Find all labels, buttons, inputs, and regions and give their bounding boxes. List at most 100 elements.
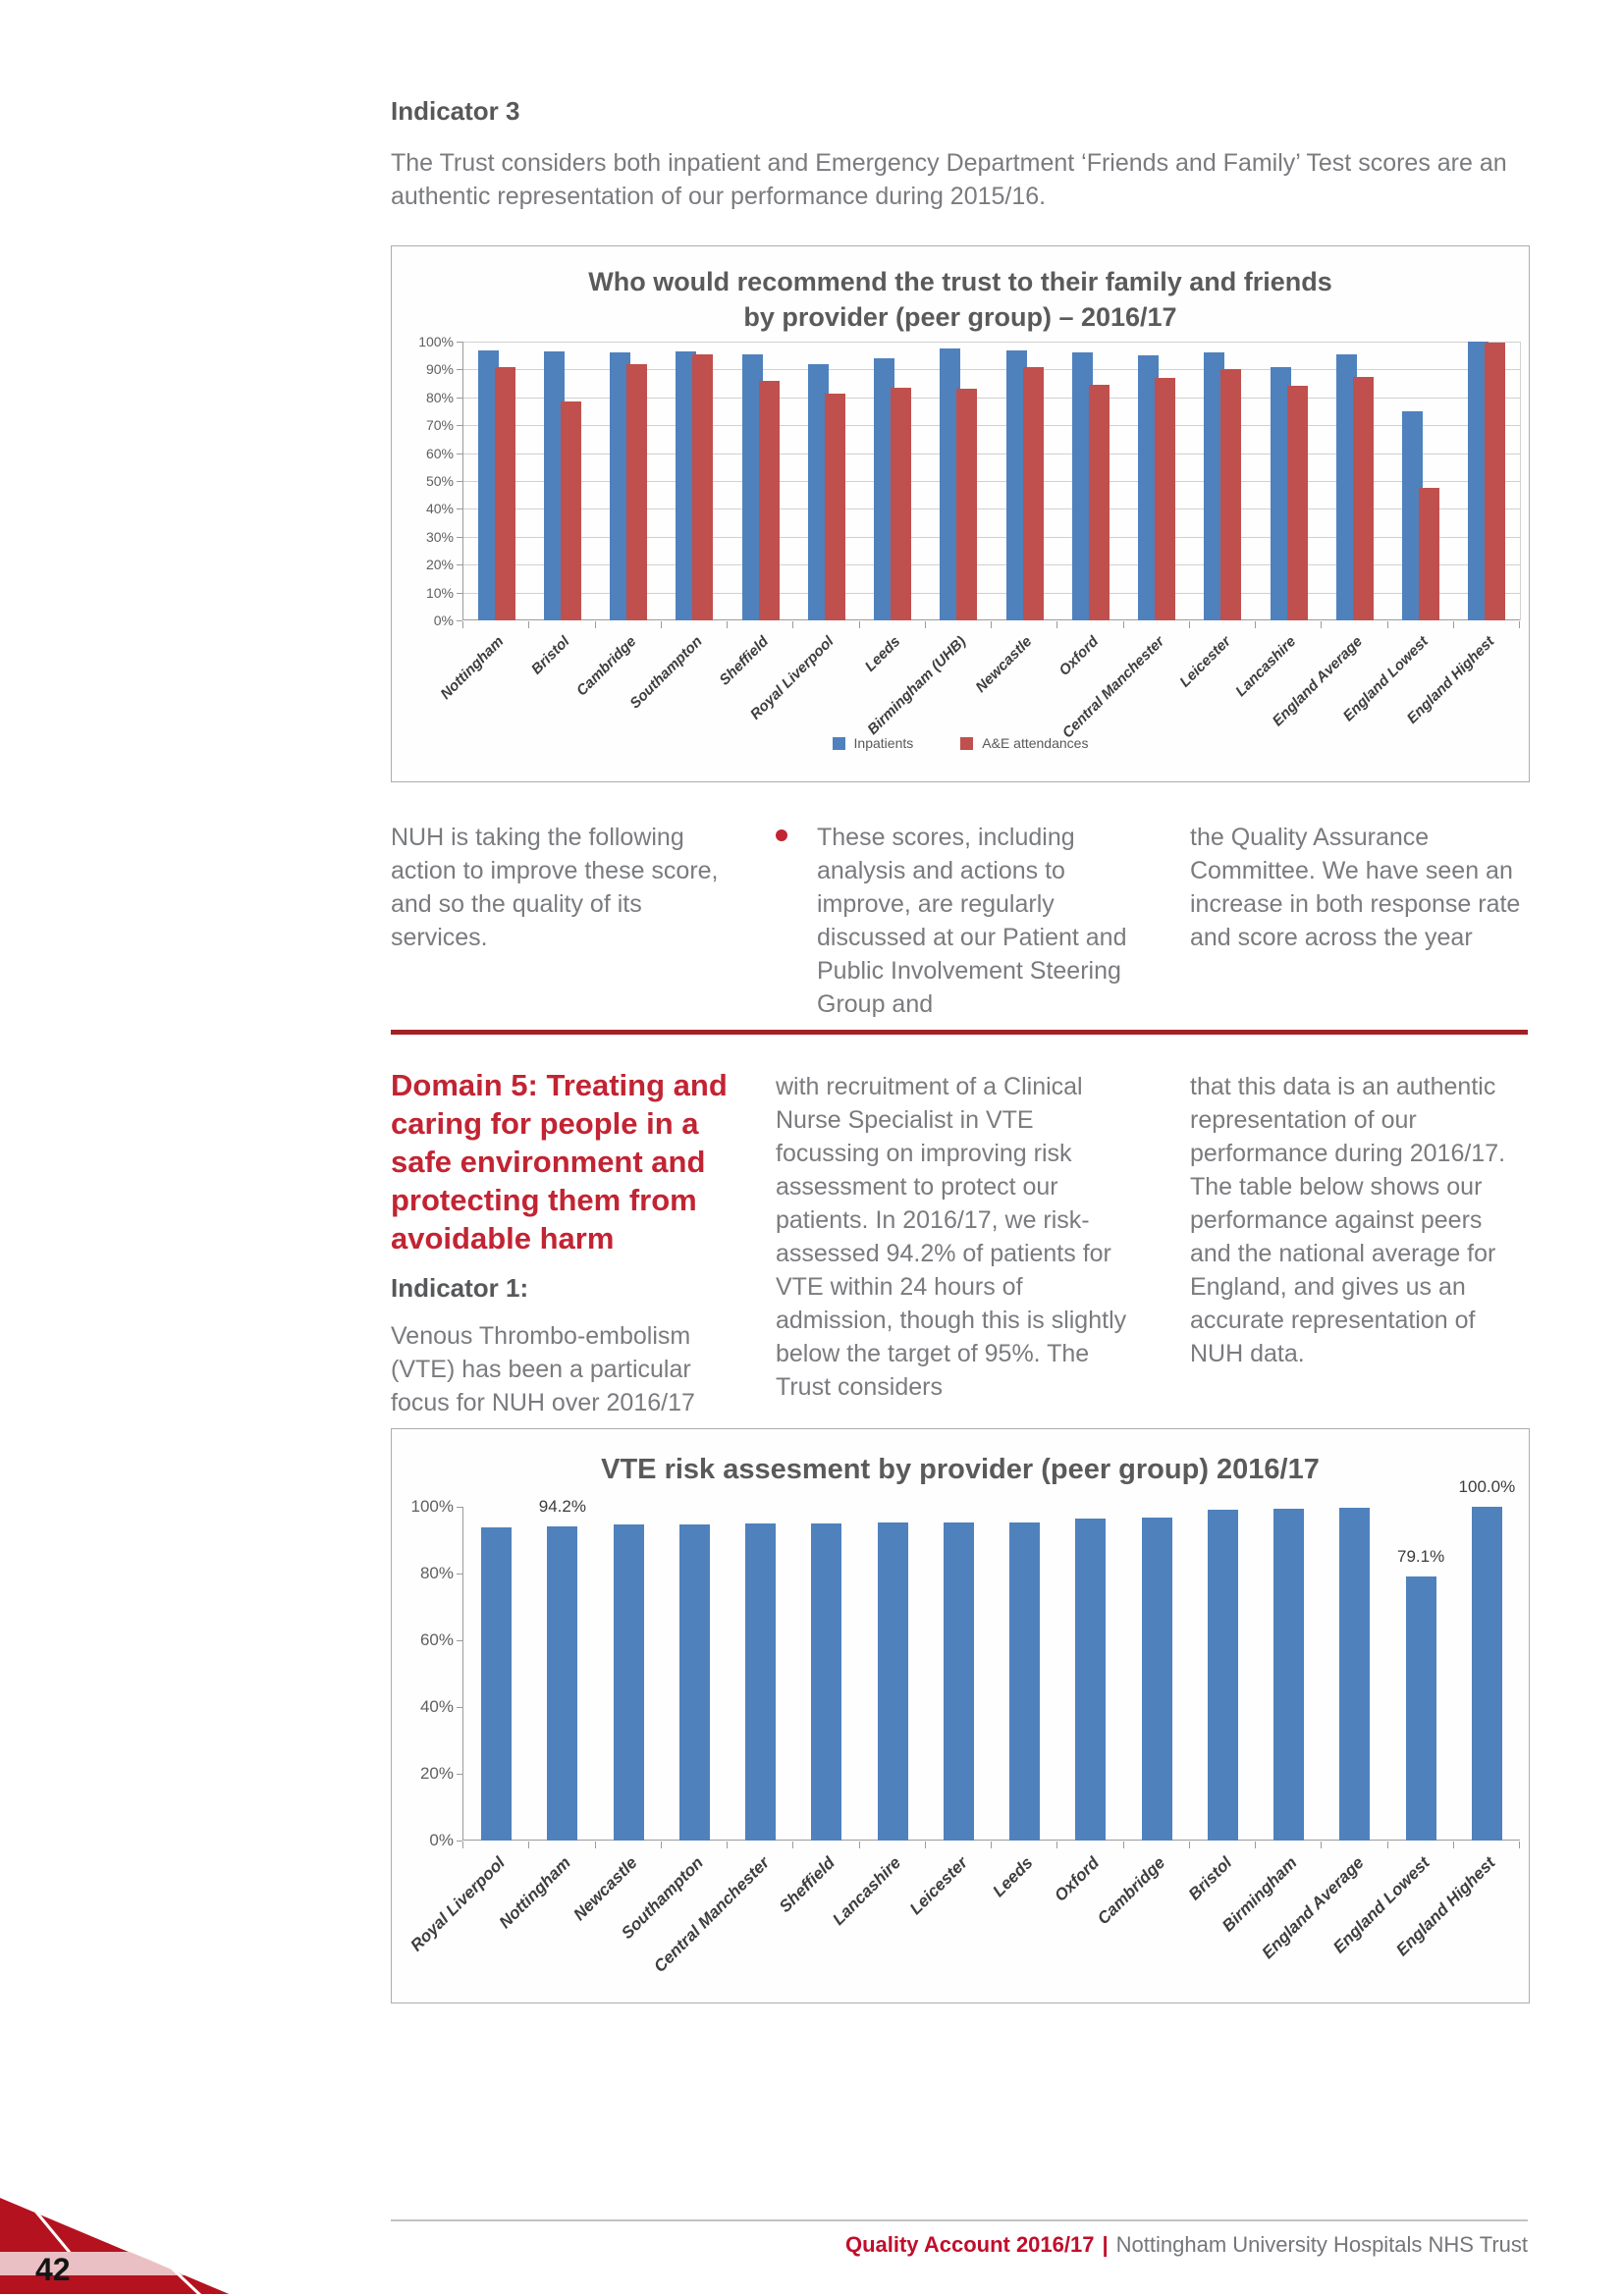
inpatients-bar <box>1335 353 1357 620</box>
inpatients-bar <box>1005 349 1027 620</box>
y-tick <box>457 1841 462 1842</box>
bar-group-3 <box>596 342 662 620</box>
y-tick <box>457 369 462 371</box>
a-e-attendances-bar <box>824 393 845 620</box>
actions-col2: These scores, including analysis and act… <box>776 821 1141 1021</box>
inpatients-bar <box>676 350 697 620</box>
corner-decoration: 42 <box>0 2198 229 2296</box>
x-tick <box>594 621 596 628</box>
inpatients-bar <box>543 350 565 620</box>
y-tick-label: 80% <box>425 389 454 405</box>
inpatients-bar <box>741 353 763 620</box>
x-tick <box>792 1842 794 1848</box>
y-tick-label: 70% <box>425 417 454 434</box>
gridline <box>463 508 1520 510</box>
x-category-label: Leeds <box>989 1853 1038 1901</box>
domain5-col2: with recruitment of a Clinical Nurse Spe… <box>776 1073 1127 1401</box>
x-category-label: Cambridge <box>572 633 640 700</box>
y-tick <box>457 564 462 566</box>
x-tick <box>1255 1842 1256 1848</box>
gridline <box>463 397 1520 399</box>
a-e-attendances-bar <box>560 401 581 620</box>
bar-group-6 <box>793 342 859 620</box>
y-tick-label: 20% <box>419 1764 454 1783</box>
x-tick <box>1122 621 1124 628</box>
inpatients-bar <box>807 363 829 620</box>
x-tick <box>528 1842 530 1848</box>
a-e-attendances-bar <box>758 380 780 620</box>
central-manchester-bar <box>745 1523 777 1841</box>
x-tick <box>1321 1842 1323 1848</box>
bar-group-9 <box>992 1507 1057 1841</box>
bar-group-10 <box>1057 342 1123 620</box>
a-e-attendances-bar <box>1088 385 1110 620</box>
x-tick <box>858 1842 860 1848</box>
inpatients-bar <box>1402 411 1424 620</box>
y-tick-label: 20% <box>425 557 454 573</box>
x-tick <box>660 621 662 628</box>
inpatients-bar <box>1138 355 1160 620</box>
x-tick <box>1519 621 1520 628</box>
bar-group-12 <box>1190 1507 1256 1841</box>
chart1-bars <box>463 342 1520 620</box>
y-tick <box>457 481 462 482</box>
x-tick <box>1255 621 1256 628</box>
southampton-bar <box>678 1523 710 1841</box>
vte-risk-chart: VTE risk assesment by provider (peer gro… <box>391 1428 1530 2003</box>
x-category-label: Oxford <box>1056 633 1102 679</box>
x-category-label: Newcastle <box>569 1853 641 1925</box>
indicator3-heading: Indicator 3 <box>391 96 520 126</box>
x-tick <box>1056 1842 1058 1848</box>
footer-separator: | <box>1102 2232 1109 2257</box>
bullet-icon <box>776 829 787 841</box>
chart1-plot-area: 100% 90% 80% 70% 60% 50% 40% 30% 20% 10% 0% <box>418 334 1521 628</box>
x-category-label: Nottingham <box>437 633 508 703</box>
bar-group-16 <box>1454 342 1520 620</box>
indicator3-intro: The Trust considers both inpatient and E… <box>391 149 1507 210</box>
bar-group-11 <box>1124 1507 1190 1841</box>
x-category-label: Cambridge <box>1094 1853 1169 1929</box>
gridline <box>463 564 1520 566</box>
a-e-attendances-bar <box>956 389 978 620</box>
x-category-label: Leicester <box>905 1853 971 1919</box>
y-tick <box>457 592 462 594</box>
x-category-label: Sheffield <box>776 1853 839 1916</box>
actions-col3: the Quality Assurance Committee. We have… <box>1190 824 1521 951</box>
gridline <box>463 369 1520 371</box>
bar-group-5 <box>728 342 793 620</box>
bar-group-2 <box>529 1507 595 1841</box>
actions-col2-text: These scores, including analysis and act… <box>817 824 1127 1018</box>
bar-value-label: 94.2% <box>538 1496 586 1516</box>
bar-group-4 <box>662 342 728 620</box>
gridline <box>463 481 1520 482</box>
y-tick-label: 90% <box>425 361 454 378</box>
x-tick <box>1452 1842 1454 1848</box>
x-tick <box>462 621 463 628</box>
bar-group-1 <box>463 1507 529 1841</box>
x-tick <box>858 621 860 628</box>
x-tick <box>594 1842 596 1848</box>
y-tick <box>457 1507 462 1508</box>
inpatients-bar <box>477 349 499 620</box>
x-axis-line <box>463 619 1520 620</box>
bar-group-11 <box>1124 342 1190 620</box>
x-category-label: Leeds <box>861 633 904 675</box>
bar-group-9 <box>992 342 1057 620</box>
x-axis-line <box>463 1840 1520 1841</box>
x-category-label: Newcastle <box>972 633 1036 696</box>
chart2-plot-area: 100% 80% 60% 40% 20% 0% 94.2% 79.1% 100.0% <box>411 1477 1520 1849</box>
y-tick-label: 60% <box>425 445 454 461</box>
footer: Quality Account 2016/17 | Nottingham Unive… <box>845 2232 1528 2258</box>
y-tick-label: 100% <box>410 1497 454 1516</box>
x-tick <box>462 1842 463 1848</box>
england-highest-bar <box>1471 1507 1502 1841</box>
legend-label: Inpatients <box>853 735 914 751</box>
bar-group-7 <box>860 1507 926 1841</box>
leicester-bar <box>943 1522 974 1841</box>
y-tick <box>457 1574 462 1575</box>
bar-group-12 <box>1190 342 1256 620</box>
legend-swatch-icon <box>832 736 845 750</box>
x-tick <box>727 621 728 628</box>
sheffield-bar <box>811 1523 842 1841</box>
bar-group-8 <box>926 1507 992 1841</box>
